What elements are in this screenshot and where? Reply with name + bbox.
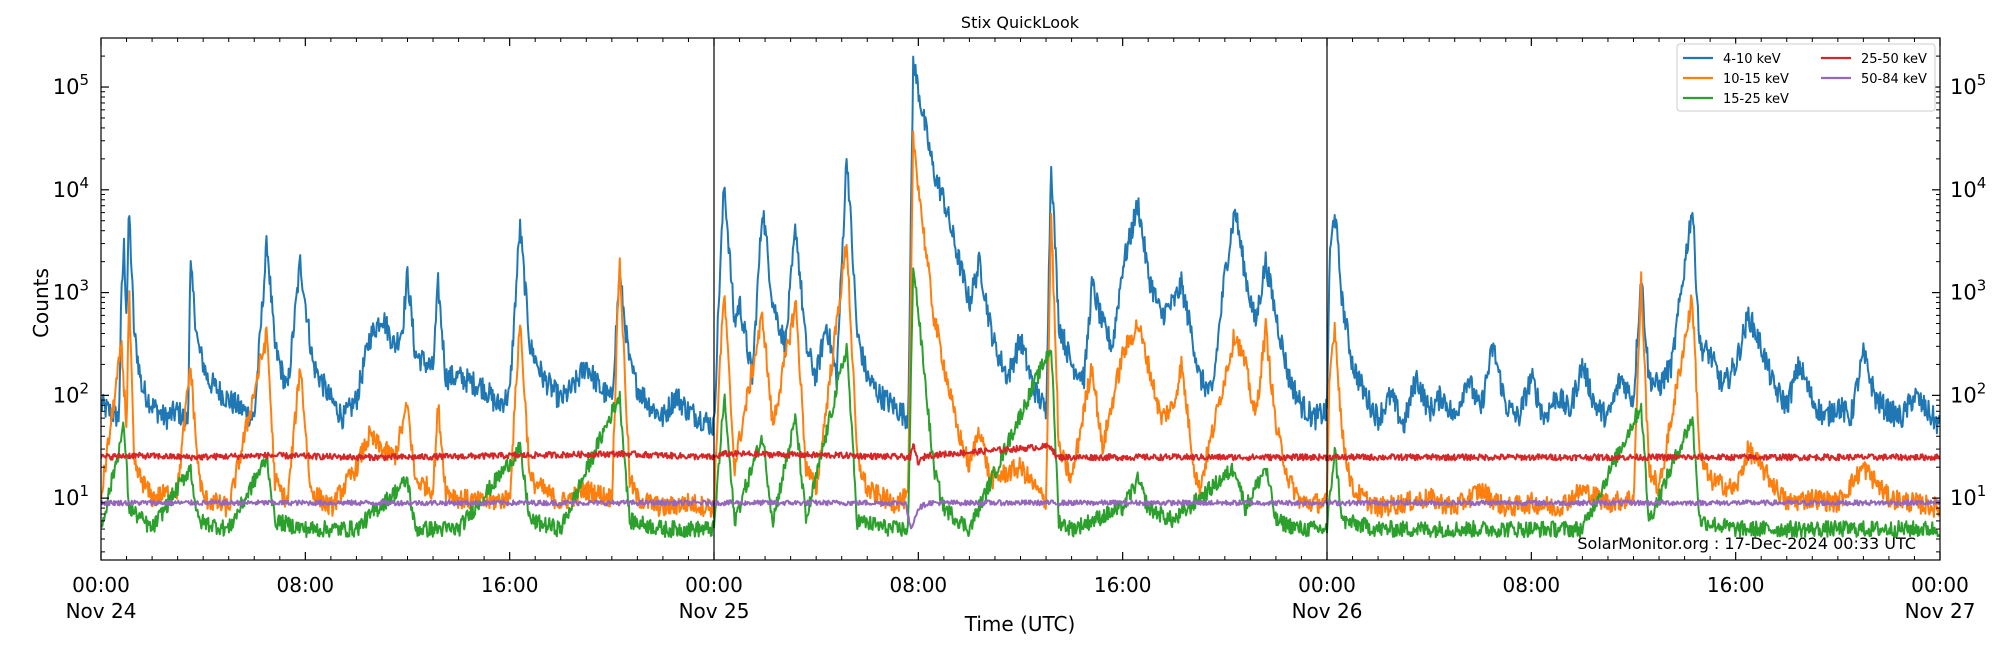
y-tick-label-left: 103 xyxy=(53,277,89,305)
y-ticks: 101 101 102 102 103 103 104 104 105 105 xyxy=(53,37,1986,553)
x-tick-label: 16:00 xyxy=(1094,573,1152,597)
x-tick-label: 00:00 xyxy=(1298,573,1356,597)
x-tick-date-label: Nov 25 xyxy=(679,599,750,623)
legend-label: 25-50 keV xyxy=(1861,52,1927,67)
x-tick-date-label: Nov 27 xyxy=(1905,599,1976,623)
x-tick-label: 08:00 xyxy=(890,573,948,597)
day-boundary-layer xyxy=(713,38,1328,560)
x-tick-label: 16:00 xyxy=(481,573,539,597)
series-line-25-50-kev xyxy=(101,442,1940,466)
y-tick-label-right: 104 xyxy=(1950,174,1986,202)
x-tick-date-label: Nov 24 xyxy=(66,599,137,623)
series-line-4-10-kev xyxy=(101,55,1940,436)
y-tick-label-left: 102 xyxy=(53,379,89,407)
x-tick-label: 00:00 xyxy=(685,573,743,597)
series-line-10-15-kev xyxy=(101,130,1940,519)
x-tick-label: 08:00 xyxy=(277,573,335,597)
x-tick-label: 00:00 xyxy=(72,573,130,597)
series-layer xyxy=(101,55,1940,539)
legend-label: 15-25 keV xyxy=(1723,92,1789,107)
y-tick-label-right: 101 xyxy=(1950,482,1986,510)
y-tick-label-left: 105 xyxy=(53,71,89,99)
legend-label: 50-84 keV xyxy=(1861,72,1927,87)
source-annotation: SolarMonitor.org : 17-Dec-2024 00:33 UTC xyxy=(1577,534,1916,553)
x-axis-label: Time (UTC) xyxy=(964,612,1076,636)
series-line-50-84-kev xyxy=(101,499,1940,530)
y-tick-label-left: 104 xyxy=(53,174,89,202)
series-line-15-25-kev xyxy=(101,267,1940,539)
y-tick-label-right: 105 xyxy=(1950,71,1986,99)
chart-title: Stix QuickLook xyxy=(961,13,1080,32)
x-tick-label: 16:00 xyxy=(1707,573,1765,597)
y-axis-label: Counts xyxy=(29,268,53,338)
y-tick-label-right: 103 xyxy=(1950,277,1986,305)
x-tick-label: 08:00 xyxy=(1503,573,1561,597)
y-tick-label-left: 101 xyxy=(53,482,89,510)
x-tick-label: 00:00 xyxy=(1911,573,1969,597)
legend-label: 10-15 keV xyxy=(1723,72,1789,87)
x-tick-date-label: Nov 26 xyxy=(1292,599,1363,623)
legend: 4-10 keV 10-15 keV 15-25 keV 25-50 keV 50-84… xyxy=(1676,43,1936,112)
legend-label: 4-10 keV xyxy=(1723,52,1781,67)
y-tick-label-right: 102 xyxy=(1950,379,1986,407)
legend-box xyxy=(1676,43,1936,112)
